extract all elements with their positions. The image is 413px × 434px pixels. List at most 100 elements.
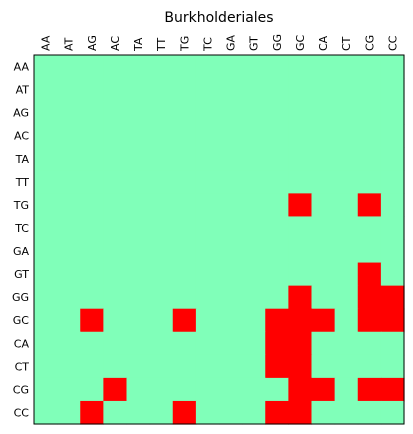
x-tick-label: AA [40, 35, 53, 51]
heatmap-cell-CG-CG [357, 377, 382, 402]
heatmap-cell-GG-AA [34, 285, 58, 310]
heatmap-cell-AA-AC [103, 55, 128, 79]
y-tick-label: AG [13, 107, 29, 120]
heatmap-cell-AA-CA [311, 55, 336, 79]
heatmap-cell-GG-TG [172, 285, 197, 310]
heatmap-cell-CC-GA [219, 400, 243, 425]
heatmap-cell-CC-TC [195, 400, 220, 425]
heatmap-cell-CA-AC [103, 331, 128, 356]
heatmap-cell-TC-TT [149, 216, 174, 241]
heatmap-cell-TT-CA [311, 170, 336, 194]
heatmap-cell-AT-AA [34, 78, 58, 102]
heatmap-cell-TT-GC [288, 170, 313, 194]
heatmap-cell-AG-GC [288, 101, 313, 125]
x-tick-label: CA [317, 35, 330, 51]
heatmap-cell-AT-TG [172, 78, 197, 102]
heatmap-cell-AG-AT [57, 101, 81, 125]
heatmap-cell-AG-CC [380, 101, 405, 125]
heatmap-cell-TT-TC [195, 170, 220, 194]
heatmap-cell-GT-AA [34, 262, 58, 287]
heatmap-cell-GC-GC [288, 308, 313, 333]
heatmap-cell-AA-AG [80, 55, 104, 79]
heatmap-cell-AA-TG [172, 55, 197, 79]
heatmap-cell-CC-TA [126, 400, 151, 425]
heatmap-cell-CC-AC [103, 400, 128, 425]
heatmap-cell-TG-AT [57, 193, 81, 218]
heatmap-cell-AC-TA [126, 124, 151, 148]
heatmap-cell-TA-AT [57, 147, 81, 171]
heatmap-cell-GG-GC [288, 285, 313, 310]
heatmap-cell-GA-CC [380, 239, 405, 264]
heatmap-cell-TT-TT [149, 170, 174, 194]
heatmap-cell-AG-TG [172, 101, 197, 125]
heatmap-cell-CG-AC [103, 377, 128, 402]
heatmap-cell-TA-TT [149, 147, 174, 171]
heatmap-cell-GT-AG [80, 262, 104, 287]
heatmap-cell-AA-GC [288, 55, 313, 79]
heatmap-cell-AC-GG [265, 124, 289, 148]
heatmap-cell-AG-TC [195, 101, 220, 125]
heatmap-cell-AC-AA [34, 124, 58, 148]
heatmap-cell-GC-CG [357, 308, 382, 333]
y-axis-labels: AA AT AG AC TA TT TG TC GA GT GG GC CA CT CG CC [12, 61, 30, 420]
heatmap-cell-CC-GT [242, 400, 266, 425]
heatmap-cell-CT-AC [103, 354, 128, 379]
heatmap-cell-GT-AT [57, 262, 81, 287]
heatmap-cell-GC-GG [265, 308, 289, 333]
heatmap-cell-GA-AG [80, 239, 104, 264]
heatmap-cell-CG-TC [195, 377, 220, 402]
y-tick-label: CC [14, 406, 30, 419]
heatmap-cell-AC-CT [334, 124, 359, 148]
heatmap-cell-CA-GA [219, 331, 243, 356]
heatmap-cell-CT-AT [57, 354, 81, 379]
heatmap-cell-CC-GG [265, 400, 289, 425]
heatmap-cell-TT-CG [357, 170, 382, 194]
heatmap-cell-CA-AT [57, 331, 81, 356]
x-tick-label: TG [178, 36, 191, 52]
heatmap-cell-CA-AA [34, 331, 58, 356]
heatmap-cell-TG-CT [334, 193, 359, 218]
heatmap-cell-AA-CG [357, 55, 382, 79]
heatmap-cell-CT-CG [357, 354, 382, 379]
heatmap-cell-GC-CA [311, 308, 336, 333]
heatmap-cell-TA-GT [242, 147, 266, 171]
heatmap-cell-CT-AA [34, 354, 58, 379]
heatmap-cell-GC-GA [219, 308, 243, 333]
heatmap-cell-TC-CG [357, 216, 382, 241]
heatmap-cell-GG-CC [380, 285, 405, 310]
heatmap-cell-CG-CC [380, 377, 405, 402]
heatmap-cell-AA-TA [126, 55, 151, 79]
heatmap-cell-TA-CA [311, 147, 336, 171]
heatmap-cell-TG-CA [311, 193, 336, 218]
heatmap-cell-AT-CT [334, 78, 359, 102]
heatmap-cell-GA-CG [357, 239, 382, 264]
heatmap-cell-CT-TT [149, 354, 174, 379]
heatmap-cell-GA-GT [242, 239, 266, 264]
x-tick-label: GA [225, 34, 238, 51]
heatmap-cell-TC-GT [242, 216, 266, 241]
heatmap-cell-CC-AT [57, 400, 81, 425]
heatmap-cell-CG-TT [149, 377, 174, 402]
heatmap-cell-GC-AC [103, 308, 128, 333]
heatmap-cell-GC-AT [57, 308, 81, 333]
heatmap-cell-TT-CT [334, 170, 359, 194]
y-tick-label: AC [14, 130, 29, 143]
heatmap-cell-TC-CA [311, 216, 336, 241]
heatmap-cell-CC-GC [288, 400, 313, 425]
heatmap-cell-CA-AG [80, 331, 104, 356]
heatmap-cell-GA-AA [34, 239, 58, 264]
heatmap-cell-TA-CT [334, 147, 359, 171]
heatmap-cell-CA-GT [242, 331, 266, 356]
heatmap-cell-TG-TT [149, 193, 174, 218]
heatmap-cell-GG-TA [126, 285, 151, 310]
y-tick-label: TT [15, 176, 30, 189]
heatmap-cell-CG-GC [288, 377, 313, 402]
y-tick-label: CG [13, 383, 29, 396]
heatmap-cell-TA-TG [172, 147, 197, 171]
heatmap-cell-CG-GA [219, 377, 243, 402]
heatmap-cell-TC-AG [80, 216, 104, 241]
x-tick-label: AG [86, 35, 99, 51]
heatmap-cell-TT-TG [172, 170, 197, 194]
x-tick-label: CT [340, 36, 353, 51]
heatmap-cell-CC-AG [80, 400, 104, 425]
